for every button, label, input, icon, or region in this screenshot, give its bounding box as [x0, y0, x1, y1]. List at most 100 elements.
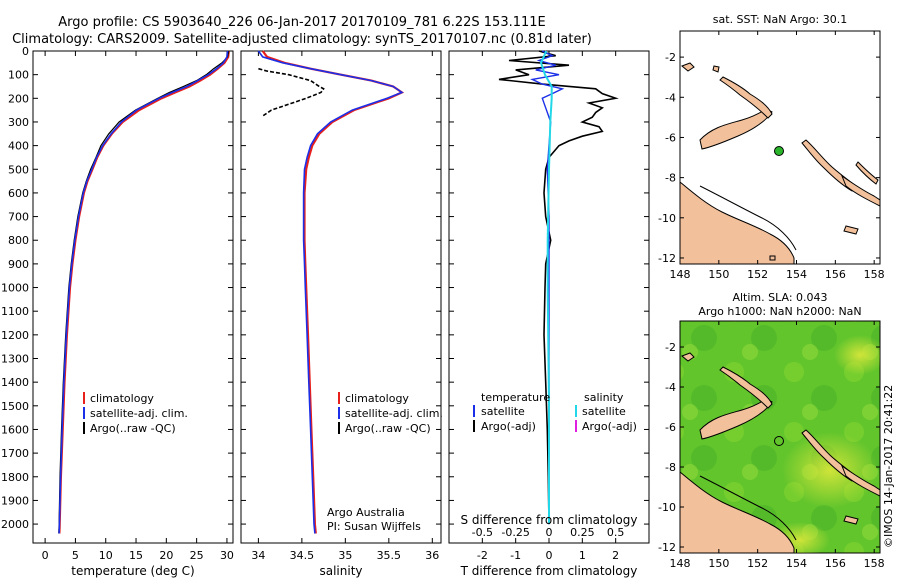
- lat-tick-label: -12: [658, 252, 676, 265]
- lon-tick-label: 152: [747, 268, 768, 281]
- y-tick-label: 500: [8, 163, 29, 176]
- y-tick-label: 300: [8, 116, 29, 129]
- s-x-tick-label: 0.25: [570, 526, 595, 539]
- y-tick-label: 1400: [1, 376, 29, 389]
- mainland-coastline: [699, 185, 797, 251]
- lon-tick-label: 154: [786, 557, 807, 570]
- x-tick-label: 36: [425, 549, 439, 562]
- legend-label-satellite: satellite-adj. clim.: [345, 407, 443, 420]
- lat-tick-label: -8: [665, 172, 676, 185]
- solomon-islands: [840, 174, 880, 207]
- x-tick-label: 1: [579, 549, 586, 562]
- sla-map-title-line2: Argo h1000: NaN h2000: NaN: [698, 305, 861, 318]
- sst-map-land: [680, 62, 880, 264]
- satellite-line: [58, 50, 229, 534]
- figure-title-line1: Argo profile: CS 5903640_226 06-Jan-2017…: [58, 15, 546, 30]
- y-tick-label: 1100: [1, 305, 29, 318]
- lat-tick-label: -6: [665, 131, 676, 144]
- new-ireland-island: [719, 76, 773, 119]
- temperature-axis-label: temperature (deg C): [71, 564, 194, 578]
- x-tick-label: 2: [612, 549, 619, 562]
- pi-label: PI: Susan Wijffels: [327, 520, 421, 533]
- lon-tick-label: 150: [708, 557, 729, 570]
- lat-tick-label: -8: [665, 461, 676, 474]
- y-tick-label: 200: [8, 92, 29, 105]
- s-x-tick-label: 0.5: [607, 526, 625, 539]
- lon-tick-label: 158: [864, 557, 885, 570]
- sst-map-axes: 148 150 152 154 156 158 -2 -4 -6 -8 -10 -12: [658, 31, 885, 281]
- lon-tick-label: 148: [670, 557, 691, 570]
- lat-tick-label: -12: [658, 541, 676, 554]
- figure-title-line2: Climatology: CARS2009. Satellite-adjuste…: [12, 32, 592, 47]
- lon-tick-label: 148: [670, 268, 691, 281]
- lon-tick-label: 156: [825, 557, 846, 570]
- y-tick-label: 1300: [1, 353, 29, 366]
- legend-title-salinity: salinity: [584, 391, 624, 404]
- lat-tick-label: -4: [665, 91, 676, 104]
- x-tick-label: 34.5: [290, 549, 315, 562]
- y-tick-label: 1500: [1, 400, 29, 413]
- x-tick-label: 20: [159, 549, 173, 562]
- lat-tick-label: -10: [658, 501, 676, 514]
- salinity-plot: 34 34.5 35 35.5 36: [241, 50, 441, 562]
- legend-label-satellite: satellite-adj. clim.: [90, 407, 188, 420]
- satellite-line: [257, 50, 404, 534]
- new-britain-island: [699, 398, 773, 440]
- legend-title-temperature: temperature: [481, 391, 550, 404]
- png-mainland: [680, 181, 795, 264]
- sla-high-anomaly: [834, 335, 880, 375]
- y-tick-label: 100: [8, 69, 29, 82]
- x-tick-label: 35.5: [377, 549, 402, 562]
- imos-credit: ©IMOS 14-Jan-2017 20:41:22: [882, 385, 895, 548]
- salinity-legend: climatology satellite-adj. clim. Argo(..…: [338, 392, 443, 435]
- lat-tick-label: -4: [665, 381, 676, 394]
- argo-australia-label: Argo Australia: [327, 506, 405, 519]
- y-tick-label: 1000: [1, 282, 29, 295]
- y-tick-label: 400: [8, 140, 29, 153]
- lat-tick-label: -6: [665, 421, 676, 434]
- lon-tick-label: 154: [786, 268, 807, 281]
- legend-label-argo: Argo(..raw -QC): [345, 422, 431, 435]
- small-island: [712, 65, 720, 73]
- x-tick-label: 0: [546, 549, 553, 562]
- t-argo-diff-line: [498, 50, 619, 525]
- lat-tick-label: -2: [665, 51, 676, 64]
- solomon-islands: [840, 464, 880, 497]
- x-tick-label: 0: [42, 549, 49, 562]
- x-tick-label: 25: [190, 549, 204, 562]
- temperature-legend: climatology satellite-adj. clim. Argo(..…: [83, 392, 188, 435]
- x-tick-label: 15: [129, 549, 143, 562]
- lon-tick-label: 158: [864, 268, 885, 281]
- salinity-panel: [240, 50, 442, 544]
- y-tick-label: 1200: [1, 329, 29, 342]
- difference-plot: -2 -1 0 1 2 -0.5 -0.25 0 0.25 0.5: [449, 50, 649, 562]
- legend-label-argo: Argo(..raw -QC): [90, 422, 176, 435]
- new-britain-island: [699, 108, 773, 150]
- small-island: [843, 515, 859, 525]
- sla-map-title-line1: Altim. SLA: 0.043: [732, 291, 827, 304]
- lon-tick-label: 150: [708, 268, 729, 281]
- y-tick-label: 2000: [1, 518, 29, 531]
- small-island: [681, 352, 695, 362]
- y-tick-label: 1900: [1, 494, 29, 507]
- x-tick-label: 5: [72, 549, 79, 562]
- argo-float-marker: [774, 436, 784, 446]
- t-satellite-diff-line: [530, 50, 565, 525]
- y-tick-label: 800: [8, 234, 29, 247]
- sla-high-anomaly: [782, 432, 878, 508]
- legend-label-s-argo: Argo(-adj): [582, 420, 637, 433]
- sst-map-title: sat. SST: NaN Argo: 30.1: [713, 13, 847, 26]
- lat-tick-label: -2: [665, 341, 676, 354]
- x-tick-label: -1: [510, 549, 521, 562]
- y-tick-label: 1600: [1, 423, 29, 436]
- lon-tick-label: 156: [825, 268, 846, 281]
- argo-line: [258, 67, 325, 117]
- s-x-tick-label: -0.25: [501, 526, 529, 539]
- lat-tick-label: -10: [658, 212, 676, 225]
- difference-legend: temperature salinity satellite Argo(-adj…: [473, 391, 637, 433]
- small-island: [769, 255, 776, 261]
- legend-label-climatology: climatology: [345, 392, 409, 405]
- t-difference-axis-label: T difference from climatology: [460, 564, 638, 578]
- argo-float-marker: [774, 146, 784, 156]
